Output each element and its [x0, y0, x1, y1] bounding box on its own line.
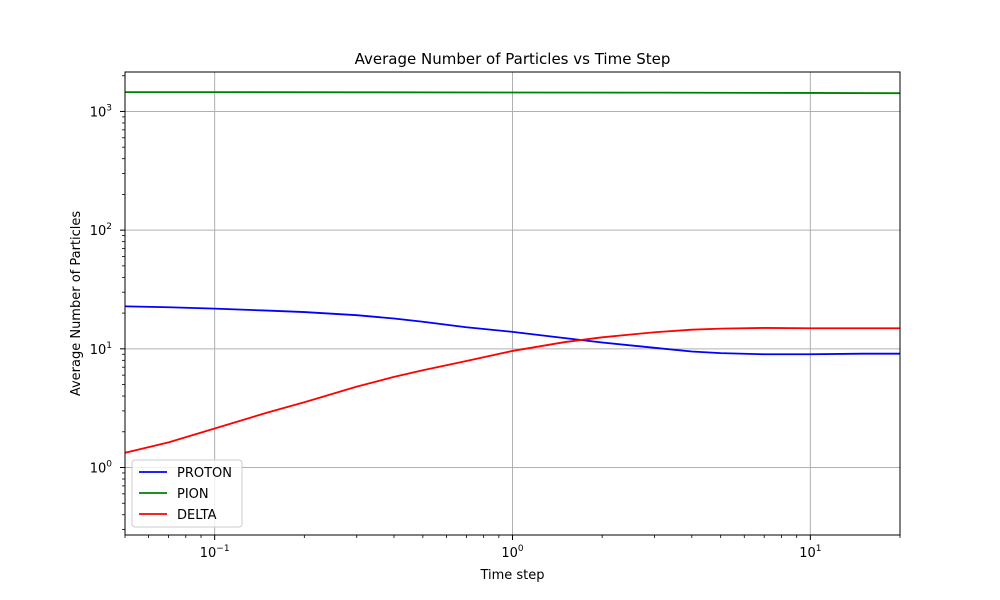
y-axis-label: Average Number of Particles	[69, 211, 84, 397]
x-tick-label: 100	[501, 544, 524, 561]
x-tick-label: 101	[799, 544, 821, 561]
axis-ticks: 10−1 100 101 100 101 102 103	[90, 75, 901, 561]
grid-lines	[125, 72, 900, 535]
y-tick-label: 100	[90, 460, 113, 477]
legend: PROTON PION DELTA	[131, 459, 243, 528]
legend-label-proton: PROTON	[177, 466, 232, 481]
y-tick-label: 103	[90, 103, 112, 120]
x-axis-label: Time step	[479, 568, 544, 583]
x-tick-label: 10−1	[200, 544, 230, 561]
y-tick-label: 101	[90, 341, 112, 358]
legend-box	[131, 459, 243, 528]
legend-label-pion: PION	[177, 487, 209, 502]
series-line-pion	[125, 91, 901, 95]
y-tick-label: 102	[90, 222, 112, 239]
series-line-delta	[124, 327, 900, 454]
series-line-proton	[124, 305, 900, 356]
series-layer	[124, 91, 901, 454]
chart-title: Average Number of Particles vs Time Step	[355, 50, 671, 68]
legend-label-delta: DELTA	[177, 508, 217, 523]
